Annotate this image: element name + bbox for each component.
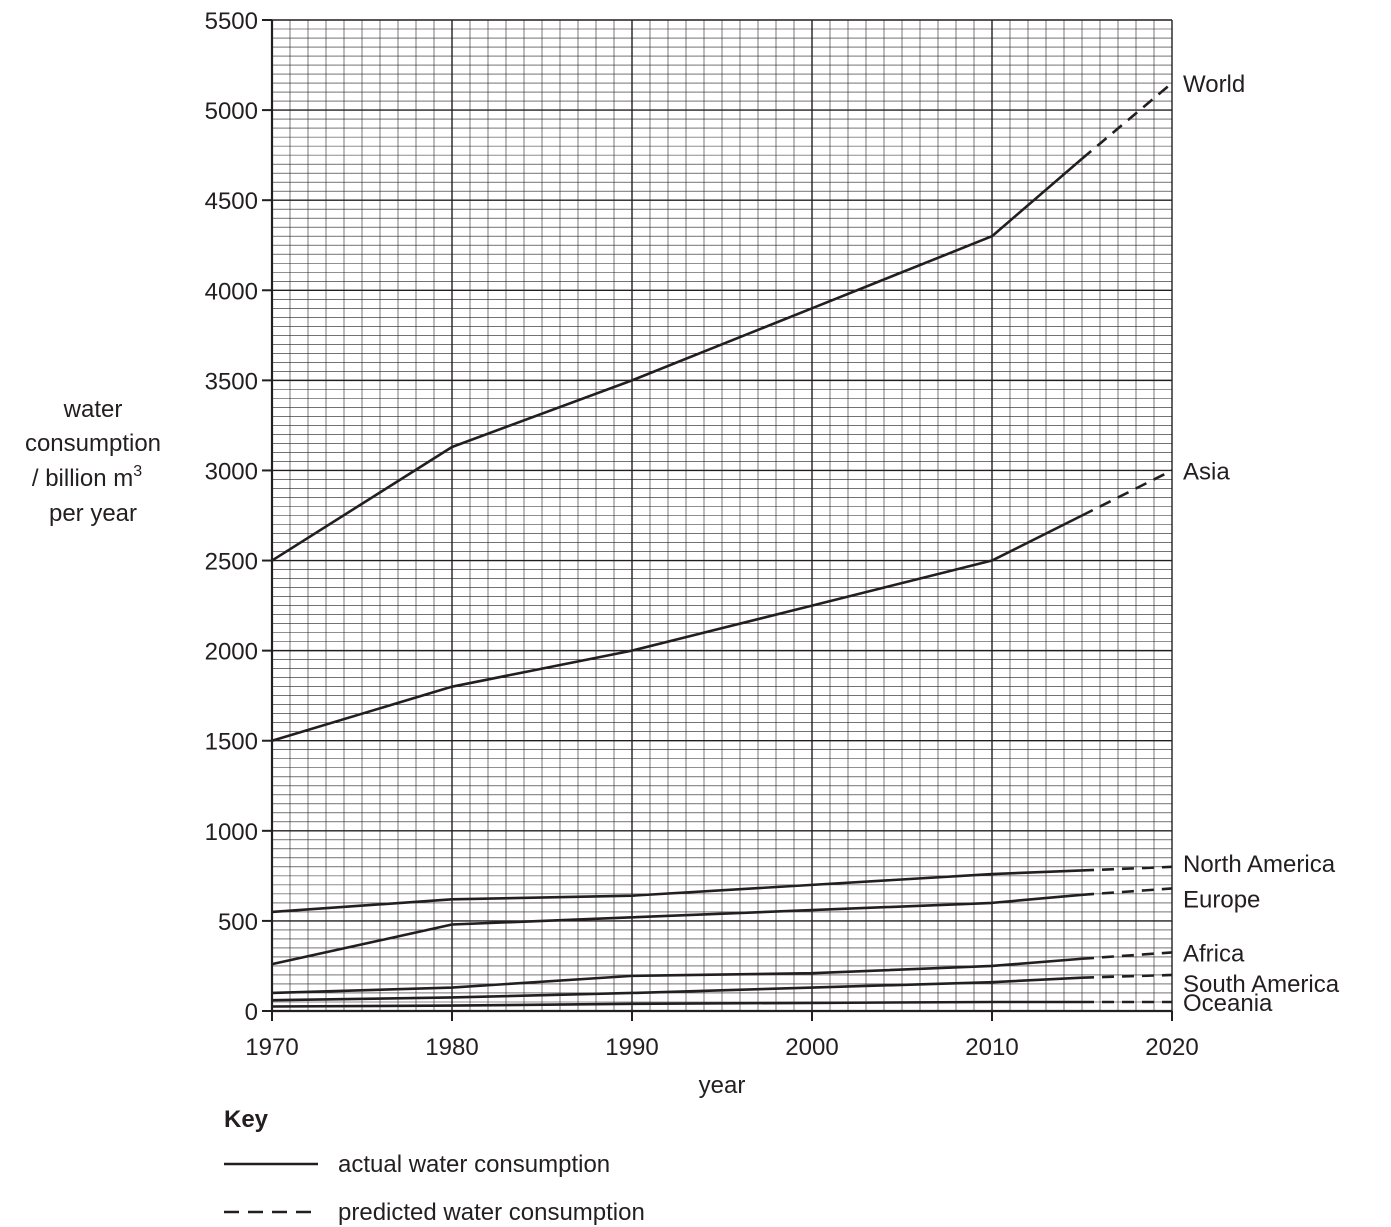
series-south-america-predicted-line — [1081, 973, 1173, 979]
series-label-africa: Africa — [1183, 940, 1245, 967]
y-axis-title-superscript: 3 — [133, 463, 142, 480]
y-axis-title-unit: / billion m — [32, 465, 133, 492]
y-axis-title-line-2: consumption — [25, 430, 161, 457]
series-south-america-actual-line — [271, 976, 1083, 1002]
y-tick-label: 3500 — [205, 368, 258, 395]
y-tick-label: 5500 — [205, 8, 258, 35]
y-tick-label: 4500 — [205, 188, 258, 215]
key: Key actual water consumption predicted w… — [224, 1106, 645, 1226]
y-axis-title-line-4: per year — [49, 500, 137, 527]
y-tick-label: 1500 — [205, 729, 258, 756]
y-axis-title-line-1: water — [63, 396, 123, 423]
key-title: Key — [224, 1106, 269, 1133]
series-europe-predicted-line — [1081, 887, 1173, 897]
y-tick-label: 3000 — [205, 458, 258, 485]
series-north-america-actual-line — [271, 869, 1083, 914]
y-tick-label: 4000 — [205, 278, 258, 305]
grid — [262, 19, 1173, 1021]
y-tick-label: 1000 — [205, 819, 258, 846]
series-asia-actual-line — [271, 514, 1083, 742]
y-axis-title-line-3: / billion m3 — [32, 463, 142, 492]
series-world-actual-line — [271, 157, 1083, 562]
y-tick-label: 2500 — [205, 549, 258, 576]
series-label-north-america: North America — [1183, 851, 1336, 878]
series-label-asia: Asia — [1183, 458, 1230, 485]
y-tick-label: 5000 — [205, 98, 258, 125]
series-africa-predicted-line — [1081, 951, 1173, 961]
series-africa-actual-line — [271, 957, 1083, 995]
x-tick-label: 2000 — [785, 1034, 838, 1061]
y-tick-label: 500 — [218, 909, 258, 936]
series-label-oceania: Oceania — [1183, 990, 1273, 1017]
x-tick-label: 1990 — [605, 1034, 658, 1061]
series-asia-predicted-line — [1081, 469, 1173, 517]
series-labels: World Asia North America Europe Africa South … — [1183, 71, 1340, 1017]
series-north-america-predicted-line — [1081, 865, 1173, 872]
series-europe-actual-line — [271, 893, 1083, 966]
y-tick-label: 0 — [245, 999, 258, 1026]
series-label-south-america: South America — [1183, 971, 1340, 998]
series-world-predicted-line — [1081, 82, 1173, 160]
y-tick-label: 2000 — [205, 639, 258, 666]
key-predicted-label: predicted water consumption — [338, 1199, 645, 1226]
x-axis-title: year — [699, 1072, 746, 1099]
tick-labels: 0 500 1000 1500 2000 2500 3000 3500 4000 4500 5000… — [205, 8, 1199, 1061]
series-label-europe: Europe — [1183, 886, 1260, 913]
series-lines — [271, 82, 1173, 1008]
y-axis-title: water consumption / billion m3 per year — [25, 396, 161, 527]
key-actual-label: actual water consumption — [338, 1151, 610, 1178]
x-tick-label: 2020 — [1145, 1034, 1198, 1061]
series-oceania-actual-line — [271, 1000, 1082, 1008]
x-tick-label: 2010 — [965, 1034, 1018, 1061]
series-label-world: World — [1183, 71, 1245, 98]
x-tick-label: 1980 — [425, 1034, 478, 1061]
x-tick-label: 1970 — [245, 1034, 298, 1061]
